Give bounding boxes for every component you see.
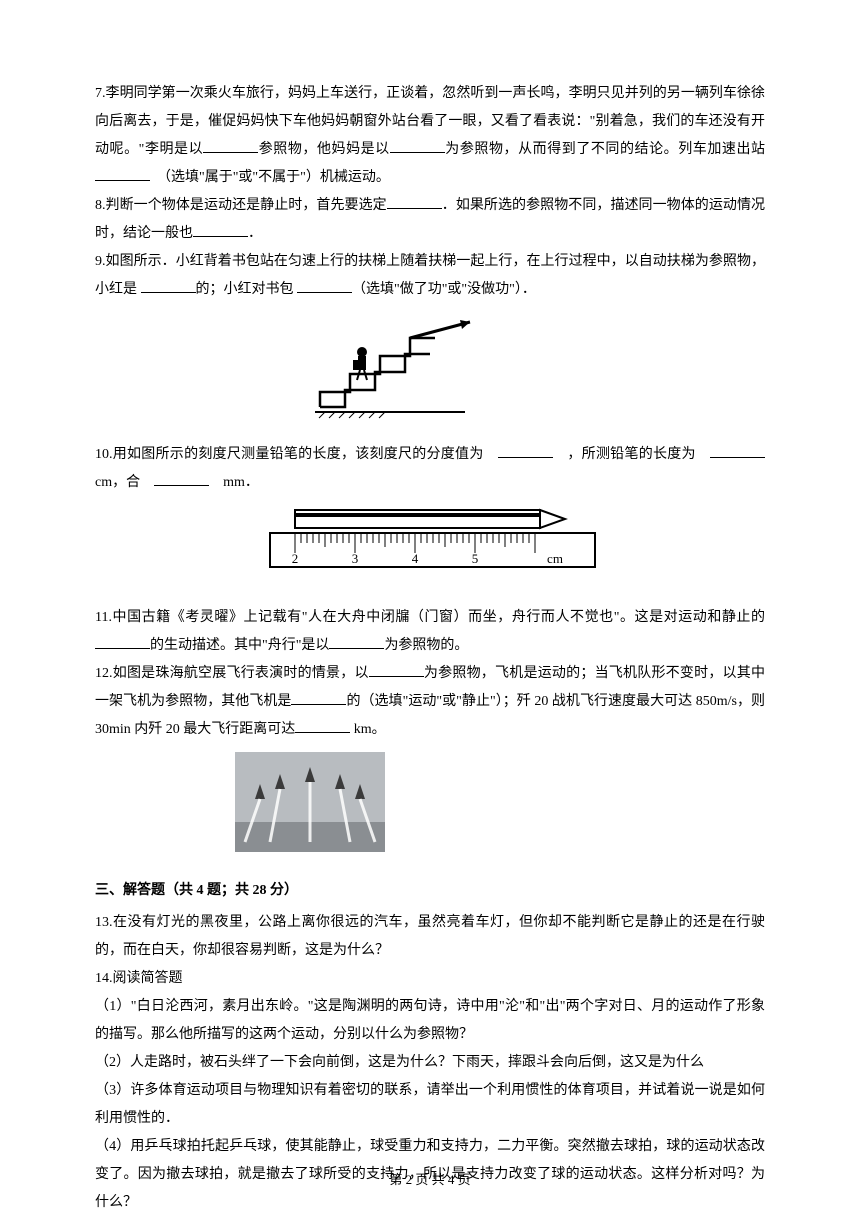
planes-icon [235,752,385,852]
q10-blank3 [154,472,209,486]
q11-blank1 [95,635,150,649]
q11-t1: 11.中国古籍《考灵曜》上记载有"人在大舟中闭牖（门窗）而坐，舟行而人不觉也"。… [95,610,765,625]
q9-t2: 的；小红对书包 [196,282,294,297]
page-footer: 第 2 页 共 4 页 [0,1169,860,1188]
ruler-icon: 2 3 4 5 cm [265,505,605,585]
q10-t4: mm． [223,475,259,490]
question-8: 8.判断一个物体是运动还是静止时，首先要选定．如果所选的参照物不同，描述同一物体… [95,192,765,248]
ruler-unit: cm [547,551,563,566]
section-3-title: 三、解答题（共 4 题；共 28 分） [95,877,765,905]
q9-blank1 [141,279,196,293]
question-12: 12.如图是珠海航空展飞行表演时的情景，以为参照物，飞机是运动的；当飞机队形不变… [95,660,765,744]
q12-t4: km。 [350,722,385,737]
q12-t1: 12.如图是珠海航空展飞行表演时的情景，以 [95,666,369,681]
q10-blank1 [498,444,553,458]
q8-t1: 8.判断一个物体是运动还是静止时，首先要选定 [95,198,387,213]
figure-ruler: 2 3 4 5 cm [265,505,765,596]
ruler-tick-4: 4 [412,551,419,566]
q7-t4: （选填"属于"或"不属于"）机械运动。 [164,170,390,185]
question-7: 7.李明同学第一次乘火车旅行，妈妈上车送行，正谈着，忽然听到一声长鸣，李明只见并… [95,80,765,192]
question-11: 11.中国古籍《考灵曜》上记载有"人在大舟中闭牖（门窗）而坐，舟行而人不觉也"。… [95,604,765,660]
figure-planes [235,752,765,863]
q10-t2: ，所测铅笔的长度为 [567,447,695,462]
q12-blank3 [295,719,350,733]
q11-t3: 为参照物的。 [384,638,468,653]
q10-blank2 [710,444,765,458]
question-14-p3: （3）许多体育运动项目与物理知识有着密切的联系，请举出一个利用惯性的体育项目，并… [95,1077,765,1133]
ruler-tick-3: 3 [352,551,359,566]
ruler-tick-5: 5 [472,551,479,566]
page-content: 7.李明同学第一次乘火车旅行，妈妈上车送行，正谈着，忽然听到一声长鸣，李明只见并… [95,80,765,1217]
question-9: 9.如图所示．小红背着书包站在匀速上行的扶梯上随着扶梯一起上行，在上行过程中，以… [95,248,765,304]
q9-blank2 [297,279,352,293]
q10-t3: cm，合 [95,475,140,490]
question-13: 13.在没有灯光的黑夜里，公路上离你很远的汽车，虽然亮着车灯，但你却不能判断它是… [95,909,765,965]
q7-blank1 [203,139,258,153]
q12-blank1 [369,663,424,677]
q8-blank2 [193,223,248,237]
q11-blank2 [329,635,384,649]
q11-t2: 的生动描述。其中"舟行"是以 [150,638,329,653]
q7-t2: 参照物，他妈妈是以 [258,142,390,157]
ruler-tick-2: 2 [292,551,299,566]
q10-t1: 10.用如图所示的刻度尺测量铅笔的长度，该刻度尺的分度值为 [95,447,484,462]
q8-blank1 [387,195,442,209]
question-14-lead: 14.阅读简答题 [95,965,765,993]
q9-t3: （选填"做了功"或"没做功"）． [352,282,536,297]
q8-t3: ． [248,226,262,241]
q7-t3: 为参照物，从而得到了不同的结论。列车加速出站 [445,142,765,157]
escalator-icon [305,312,485,422]
q7-blank3 [95,167,150,181]
question-10: 10.用如图所示的刻度尺测量铅笔的长度，该刻度尺的分度值为 ，所测铅笔的长度为 … [95,441,765,497]
question-14-p1: （1）"白日沦西河，素月出东岭。"这是陶渊明的两句诗，诗中用"沦"和"出"两个字… [95,993,765,1049]
question-14-p2: （2）人走路时，被石头绊了一下会向前倒，这是为什么？下雨天，摔跟斗会向后倒，这又… [95,1049,765,1077]
q7-blank2 [390,139,445,153]
q12-blank2 [291,691,346,705]
figure-escalator [305,312,765,433]
